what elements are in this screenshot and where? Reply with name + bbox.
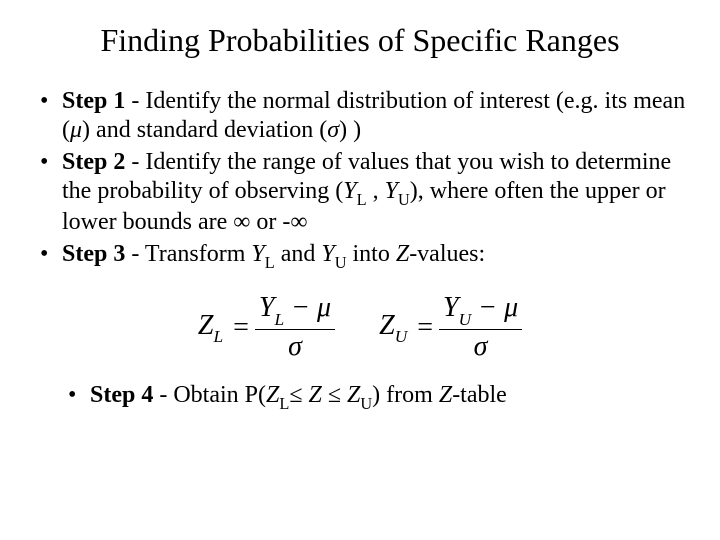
step-4: Step 4 - Obtain P(ZL≤ Z ≤ ZU) from Z-tab… [68, 380, 690, 413]
infinity-symbol-2: ∞ [290, 209, 307, 235]
formula-zu: ZU = YU − μ σ [379, 293, 522, 361]
z-symbol-4: Z [347, 382, 360, 408]
zu-eq: = [417, 312, 433, 344]
zl-numerator: YL − μ [255, 293, 335, 330]
step-4-text-a: - Obtain P( [153, 382, 266, 408]
y-symbol-2: Y [385, 178, 398, 204]
step-3-text-c: -values: [409, 241, 485, 267]
zu-z: Z [379, 310, 395, 341]
zl-denominator: σ [288, 330, 302, 361]
formula-zu-lhs: ZU [379, 310, 407, 346]
zl-eq: = [233, 312, 249, 344]
zl-sub: L [213, 327, 223, 346]
step-3-and: and [275, 241, 322, 267]
zu-denominator: σ [474, 330, 488, 361]
formula-zl-lhs: ZL [198, 310, 223, 346]
step-3-text-b: into [346, 241, 395, 267]
formula-zl: ZL = YL − μ σ [198, 293, 335, 361]
step-1-text-c: ) ) [339, 117, 361, 143]
y-symbol: Y [343, 178, 356, 204]
step-1-label: Step 1 [62, 88, 125, 114]
steps-list: Step 1 - Identify the normal distributio… [30, 87, 690, 271]
zl-num-y: Y [259, 292, 275, 323]
step-2-or: or - [250, 209, 290, 235]
step-3-label: Step 3 [62, 241, 125, 267]
zu-sub: U [395, 327, 408, 346]
y-sub-l-2: L [265, 253, 275, 272]
zl-num-sub: L [274, 310, 284, 329]
step-4-label: Step 4 [90, 382, 153, 408]
zu-numerator: YU − μ [439, 293, 522, 330]
mu-symbol: μ [70, 117, 82, 143]
z-sub-l: L [279, 394, 289, 413]
y-sub-u: U [398, 190, 410, 209]
zl-fraction: YL − μ σ [255, 293, 335, 361]
y-sub-l: L [357, 190, 367, 209]
zl-mu: μ [317, 292, 331, 323]
z-sub-u: U [360, 394, 372, 413]
y-symbol-3: Y [251, 241, 264, 267]
zu-minus: − [471, 292, 504, 323]
le-2: ≤ [322, 382, 347, 408]
step-3-text-a: - Transform [125, 241, 251, 267]
sigma-symbol: σ [327, 117, 339, 143]
step-4-text-c: -table [452, 382, 507, 408]
step-4-list: Step 4 - Obtain P(ZL≤ Z ≤ ZU) from Z-tab… [30, 380, 690, 413]
zu-num-y: Y [443, 292, 459, 323]
z-symbol-3: Z [309, 382, 322, 408]
formula-row: ZL = YL − μ σ ZU = YU − μ σ [30, 293, 690, 361]
step-1-text-b: ) and standard deviation ( [82, 117, 327, 143]
zu-fraction: YU − μ σ [439, 293, 522, 361]
le-1: ≤ [289, 382, 308, 408]
step-3: Step 3 - Transform YL and YU into Z-valu… [40, 240, 690, 272]
step-4-text-b: ) from [372, 382, 439, 408]
z-symbol-5: Z [439, 382, 452, 408]
step-2-label: Step 2 [62, 149, 125, 175]
step-2: Step 2 - Identify the range of values th… [40, 148, 690, 238]
zl-minus: − [284, 292, 317, 323]
z-symbol: Z [396, 241, 409, 267]
zl-z: Z [198, 310, 214, 341]
y-symbol-4: Y [321, 241, 334, 267]
step-1: Step 1 - Identify the normal distributio… [40, 87, 690, 146]
zu-mu: μ [504, 292, 518, 323]
slide-title: Finding Probabilities of Specific Ranges [30, 22, 690, 59]
slide: Finding Probabilities of Specific Ranges… [0, 0, 720, 540]
z-symbol-2: Z [266, 382, 279, 408]
zu-num-sub: U [459, 310, 472, 329]
y-sub-u-2: U [335, 253, 347, 272]
step-2-comma: , [367, 178, 385, 204]
infinity-symbol-1: ∞ [233, 209, 250, 235]
